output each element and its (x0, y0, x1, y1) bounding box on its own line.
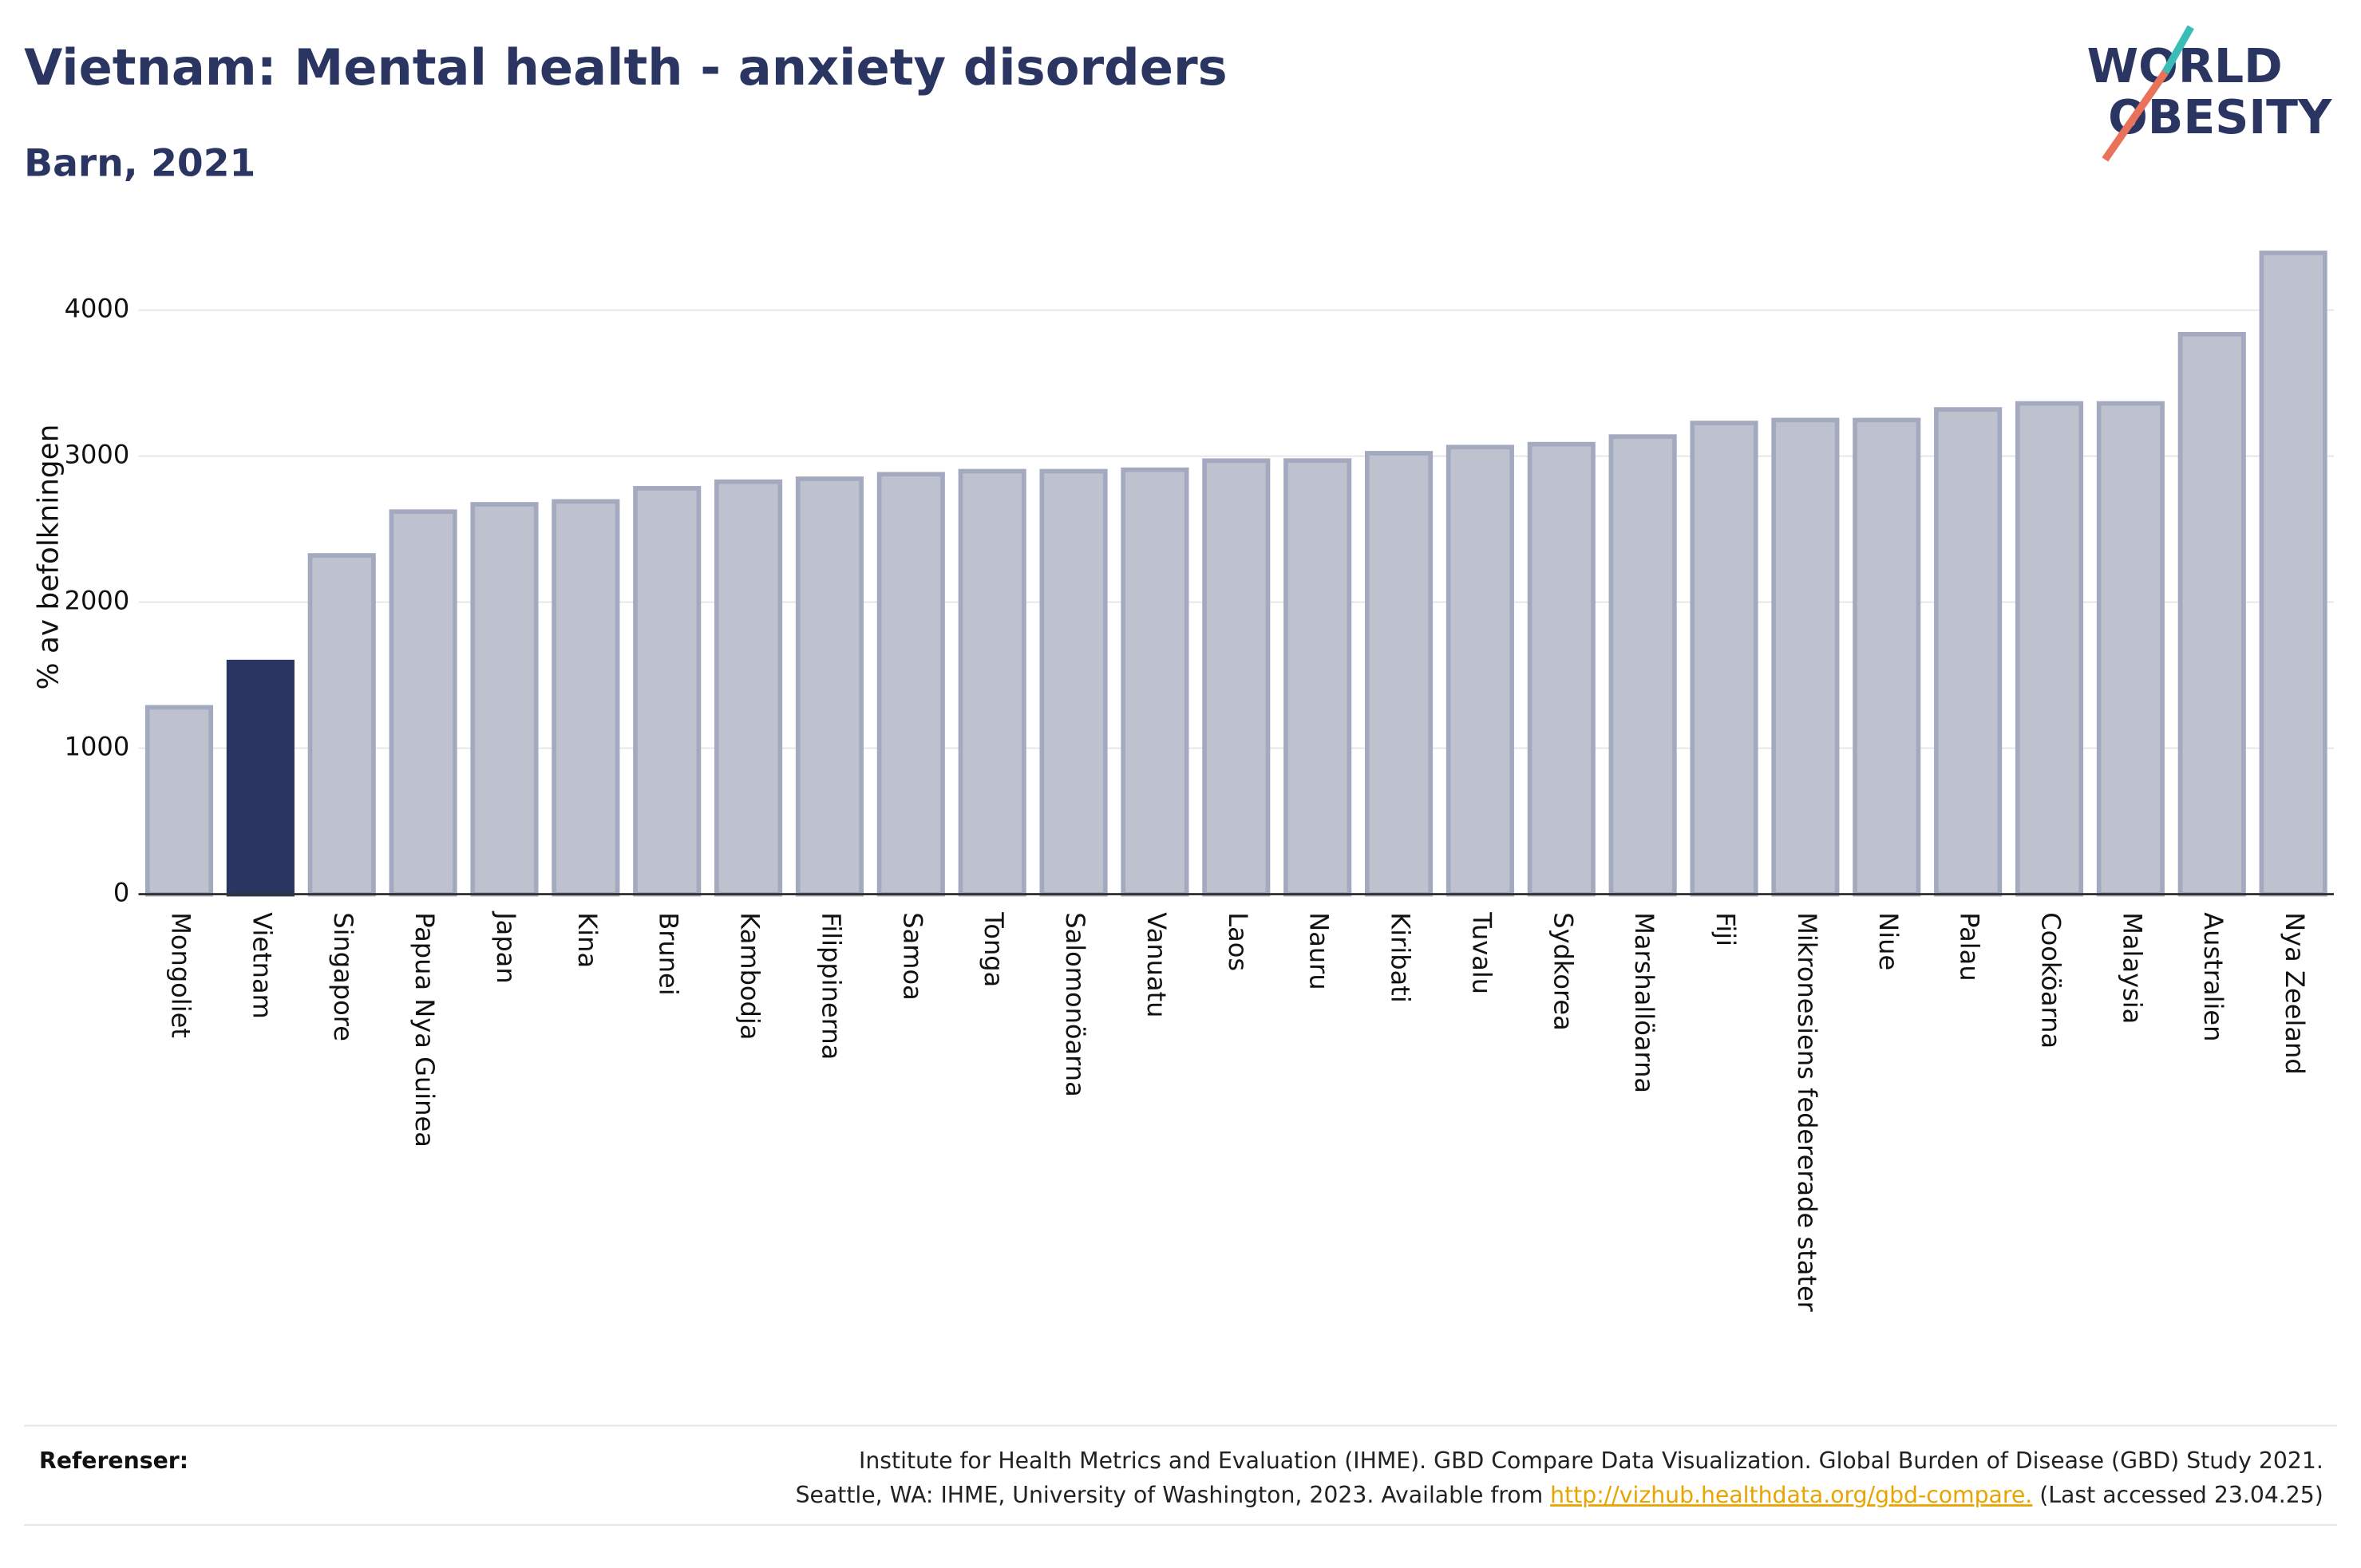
reference-text: Seattle, WA: IHME, University of Washing… (796, 1482, 2323, 1508)
bar (2259, 251, 2327, 897)
reference-text: Institute for Health Metrics and Evaluat… (859, 1448, 2323, 1474)
chart-subtitle: Barn, 2021 (24, 142, 255, 186)
y-tick-label: 1000 (65, 732, 130, 762)
x-tick-label: Kiribati (1386, 912, 1416, 1003)
x-tick-label: Vanuatu (1141, 912, 1172, 1017)
x-tick-label: Mikronesiens federerade stater (1792, 912, 1822, 1312)
bar (389, 509, 457, 897)
x-tick-label: Tuvalu (1466, 911, 1497, 994)
bar (714, 479, 783, 897)
reference-link[interactable]: http://vizhub.healthdata.org/gbd-compare… (1550, 1482, 2032, 1508)
bar (2015, 401, 2084, 897)
bar (1202, 458, 1271, 897)
x-tick-label: Salomonöarna (1060, 912, 1090, 1097)
bar (1853, 417, 1921, 897)
y-tick-label: 2000 (65, 586, 130, 616)
bar (226, 659, 295, 897)
x-tick-label: Brunei (654, 912, 684, 995)
x-tick-label: Nauru (1304, 912, 1335, 989)
bar (552, 499, 620, 897)
x-tick-label: Kina (572, 912, 603, 968)
bar (633, 486, 702, 897)
x-tick-label: Marshallöarna (1629, 912, 1659, 1093)
chart-title: Vietnam: Mental health - anxiety disorde… (24, 38, 1228, 97)
bar (1771, 417, 1840, 897)
x-tick-label: Nya Zeeland (2280, 912, 2310, 1074)
bar (1364, 451, 1434, 897)
bar (1690, 421, 1758, 897)
x-tick-label: Kambodja (735, 912, 765, 1040)
bar (1121, 467, 1189, 897)
logo-text: OBESITY (2108, 90, 2332, 144)
x-tick-label: Japan (491, 910, 521, 983)
logo: WORLD OBESITY (2087, 25, 2332, 162)
x-tick-label: Tonga (979, 911, 1009, 987)
reference-text: Seattle, WA: IHME, University of Washing… (796, 1482, 1551, 1508)
bar (1934, 407, 2003, 897)
logo-slash (2102, 69, 2169, 162)
bar (144, 705, 214, 897)
x-tick-label: Palau (1955, 912, 1985, 981)
x-tick-label: Niue (1873, 912, 1904, 970)
x-tick-label: Laos (1223, 912, 1253, 971)
reference-text: (Last accessed 23.04.25) (2032, 1482, 2323, 1508)
y-tick-label: 0 (113, 878, 129, 908)
bar (876, 472, 945, 897)
logo-slash (2161, 25, 2194, 74)
references-label: Referenser: (39, 1448, 188, 1474)
bar (2096, 401, 2165, 897)
bar (958, 468, 1026, 897)
x-tick-label: Malaysia (2117, 912, 2147, 1024)
y-axis-label: % av befolkningen (32, 425, 65, 690)
x-tick-label: Cooköarna (2035, 912, 2066, 1049)
x-tick-label: Samoa (897, 912, 927, 1001)
x-tick-label: Vietnam (247, 912, 277, 1019)
bar (2177, 331, 2246, 897)
bar (1039, 468, 1108, 897)
bar (1283, 458, 1352, 897)
x-tick-label: Sydkorea (1548, 912, 1578, 1031)
x-tick-label: Filippinerna (816, 912, 846, 1060)
bar (1445, 444, 1514, 897)
x-tick-label: Mongoliet (165, 912, 196, 1038)
bar (307, 553, 376, 897)
y-tick-label: 3000 (65, 440, 130, 470)
x-tick-label: Papua Nya Guinea (409, 912, 440, 1147)
y-tick-label: 4000 (65, 294, 130, 324)
x-tick-label: Australien (2198, 912, 2229, 1041)
x-tick-label: Singapore (328, 912, 358, 1041)
bar (470, 502, 539, 897)
logo-text: WORLD (2087, 39, 2283, 93)
bar (1527, 441, 1596, 897)
bar (1608, 434, 1677, 897)
x-tick-label: Fiji (1710, 912, 1741, 946)
bar (795, 476, 864, 897)
